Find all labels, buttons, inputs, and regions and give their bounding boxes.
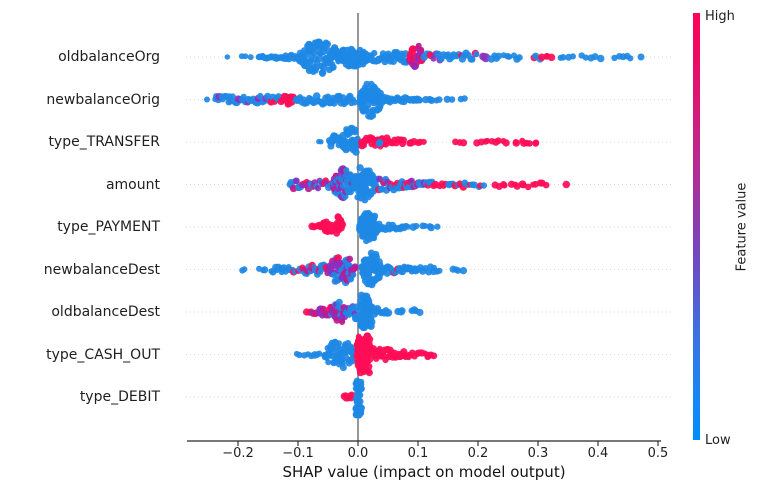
feature-label-oldbalanceOrg: oldbalanceOrg xyxy=(58,49,160,65)
feature-label-type-DEBIT: type_DEBIT xyxy=(79,389,160,405)
feature-row-type_DEBIT xyxy=(340,377,365,419)
feature-label-type-PAYMENT: type_PAYMENT xyxy=(57,219,160,235)
feature-row-oldbalanceDest xyxy=(302,291,424,332)
x-axis-label: SHAP value (impact on model output) xyxy=(282,463,566,481)
x-tick-0p0: 0.0 xyxy=(347,446,369,461)
colorbar-high-label: High xyxy=(705,9,735,24)
feature-label-oldbalanceDest: oldbalanceDest xyxy=(51,304,160,320)
x-tick-0p2: 0.2 xyxy=(467,446,489,461)
x-axis xyxy=(187,440,661,446)
feature-row-amount xyxy=(286,164,571,204)
x-tick-0p4: 0.4 xyxy=(587,446,609,461)
feature-row-type_PAYMENT xyxy=(308,209,441,245)
colorbar-title: Feature value xyxy=(734,182,750,272)
x-tick-0p3: 0.3 xyxy=(527,446,549,461)
x-tick-neg0p2: −0.2 xyxy=(222,446,254,461)
feature-row-newbalanceDest xyxy=(239,249,468,289)
feature-row-type_TRANSFER xyxy=(316,124,540,156)
colorbar-gradient xyxy=(693,13,700,440)
feature-label-newbalanceDest: newbalanceDest xyxy=(43,261,160,278)
x-tick-0p5: 0.5 xyxy=(647,446,669,461)
feature-label-amount: amount xyxy=(105,176,160,193)
feature-label-type-TRANSFER: type_TRANSFER xyxy=(48,134,160,150)
x-tick-0p1: 0.1 xyxy=(407,446,429,461)
feature-row-newbalanceOrig xyxy=(203,80,468,120)
feature-row-oldbalanceOrg xyxy=(224,38,645,77)
x-tick-neg0p1: −0.1 xyxy=(282,446,314,461)
colorbar-low-label: Low xyxy=(705,433,731,448)
feature-label-newbalanceOrig: newbalanceOrig xyxy=(46,91,160,108)
feature-label-type-CASH-OUT: type_CASH_OUT xyxy=(46,346,160,363)
feature-row-type_CASH_OUT xyxy=(293,332,438,377)
